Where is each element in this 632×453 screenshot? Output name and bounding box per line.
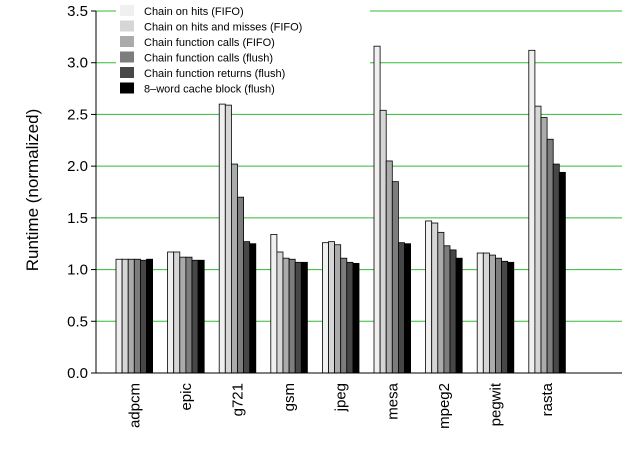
bar-epic-series-5	[191, 259, 199, 374]
bar-g721-series-2	[224, 104, 232, 374]
bar-adpcm-series-4	[133, 258, 141, 374]
bar-adpcm-series-3	[127, 258, 135, 374]
legend-swatch-3	[120, 36, 134, 47]
legend-swatch-5	[120, 67, 134, 78]
y-tick-label: 2.0	[67, 158, 88, 175]
bar-rasta-series-1	[528, 49, 536, 374]
bar-adpcm-series-6	[146, 258, 153, 374]
y-tick-label: 1.0	[67, 262, 88, 279]
bar-gsm-series-6	[300, 261, 308, 374]
bar-mpeg2-series-1	[425, 220, 433, 374]
bar-gsm-series-5	[294, 261, 302, 374]
bar-adpcm-series-1	[115, 258, 123, 374]
bar-rasta-series-6	[558, 171, 566, 374]
bar-g721-series-1	[218, 103, 226, 374]
bar-epic-series-1	[167, 251, 175, 374]
bar-gsm-series-4	[288, 258, 296, 374]
bar-gsm-series-3	[282, 257, 290, 374]
y-tick-label: 3.0	[67, 55, 88, 72]
x-tick-label-jpeg: jpeg	[333, 383, 350, 412]
bar-jpeg-series-5	[346, 261, 354, 374]
bar-jpeg-series-1	[321, 242, 329, 374]
bar-mpeg2-series-5	[449, 249, 457, 374]
x-tick-label-pegwit: pegwit	[488, 382, 505, 426]
x-tick-label-mesa: mesa	[384, 382, 401, 419]
bar-pegwit-series-4	[495, 257, 502, 374]
legend-label-3: Chain function calls (FIFO)	[144, 37, 275, 49]
bar-mpeg2-series-4	[443, 245, 451, 374]
bar-mesa-series-4	[391, 181, 399, 374]
bar-mpeg2-series-2	[431, 222, 439, 374]
legend-background	[116, 2, 370, 99]
bar-mpeg2-series-3	[437, 231, 445, 374]
x-tick-label-g721: g721	[230, 383, 247, 416]
x-tick-label-epic: epic	[178, 383, 195, 411]
bar-epic-series-4	[185, 256, 193, 374]
bars	[115, 45, 566, 374]
y-tick-label: 2.5	[67, 106, 88, 123]
bar-adpcm-series-2	[121, 258, 129, 374]
x-tick-labels: adpcm epic g721 gsm jpeg mesa mpeg2 pegwit rasta	[126, 382, 556, 429]
bar-g721-series-4	[237, 196, 244, 374]
bar-gsm-series-1	[270, 234, 278, 374]
y-axis-label: Runtime (normalized)	[23, 109, 42, 272]
bar-jpeg-series-2	[328, 241, 335, 374]
bar-jpeg-series-3	[334, 244, 342, 374]
bar-pegwit-series-6	[507, 261, 515, 374]
bar-jpeg-series-6	[352, 262, 360, 374]
bar-rasta-series-2	[534, 105, 542, 374]
y-tick-labels: 0.0 0.5 1.0 1.5 2.0 2.5 3.0 3.5	[67, 3, 88, 382]
axes	[91, 10, 622, 374]
legend: Chain on hits (FIFO) Chain on hits and mi…	[116, 2, 370, 99]
y-tick-label: 0.0	[67, 365, 88, 382]
legend-label-1: Chain on hits (FIFO)	[144, 6, 244, 18]
bar-pegwit-series-2	[482, 252, 490, 374]
bar-g721-series-6	[249, 243, 257, 374]
bar-mesa-series-5	[397, 242, 405, 374]
x-tick-label-rasta: rasta	[539, 382, 556, 416]
legend-swatch-2	[120, 20, 134, 32]
bar-epic-series-3	[179, 256, 187, 374]
bar-pegwit-series-1	[476, 252, 484, 374]
bar-rasta-series-5	[552, 163, 560, 374]
y-tick-label: 1.5	[67, 210, 88, 227]
bar-pegwit-series-3	[488, 254, 496, 374]
legend-label-2: Chain on hits and misses (FIFO)	[144, 22, 302, 34]
legend-label-6: 8–word cache block (flush)	[144, 84, 275, 96]
bar-rasta-series-4	[546, 138, 554, 374]
y-tick-label: 0.5	[67, 313, 88, 330]
y-tick-label: 3.5	[67, 3, 88, 20]
legend-swatch-4	[120, 51, 134, 63]
bar-adpcm-series-5	[139, 259, 147, 374]
legend-label-5: Chain function returns (flush)	[144, 68, 285, 80]
bar-mesa-series-3	[385, 160, 393, 374]
x-tick-label-gsm: gsm	[281, 383, 298, 411]
bar-gsm-series-2	[276, 251, 284, 374]
x-tick-label-mpeg2: mpeg2	[436, 383, 453, 429]
bar-mpeg2-series-6	[455, 257, 463, 374]
bar-epic-series-6	[197, 259, 205, 374]
bar-g721-series-3	[230, 163, 238, 374]
bar-pegwit-series-5	[501, 260, 509, 374]
bar-g721-series-5	[243, 241, 251, 374]
legend-label-4: Chain function calls (flush)	[144, 53, 273, 65]
x-tick-label-adpcm: adpcm	[126, 383, 143, 428]
bar-rasta-series-3	[540, 117, 548, 374]
legend-swatch-1	[120, 5, 134, 16]
bar-mesa-series-1	[373, 45, 381, 374]
bar-mesa-series-2	[379, 109, 387, 374]
bar-mesa-series-6	[404, 243, 411, 374]
bar-jpeg-series-4	[340, 257, 348, 374]
bar-epic-series-2	[173, 251, 181, 374]
legend-swatch-6	[120, 82, 134, 94]
